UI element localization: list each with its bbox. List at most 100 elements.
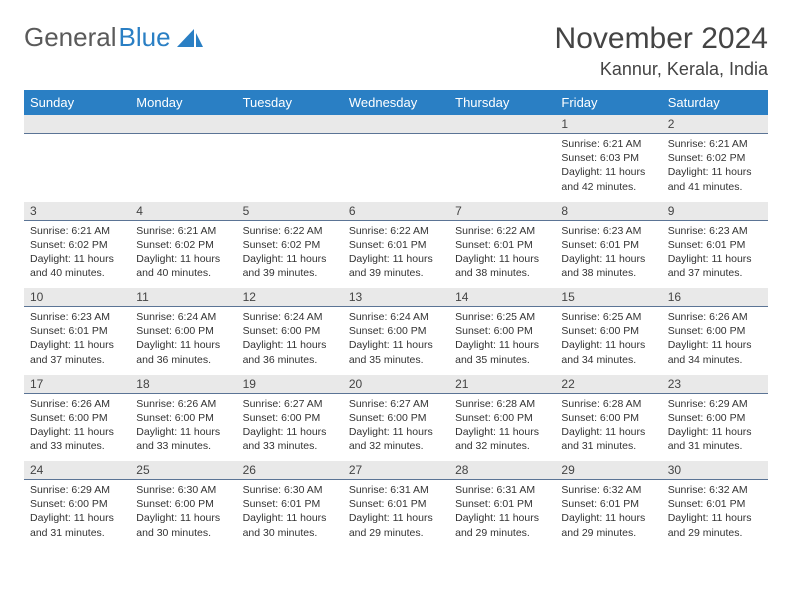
daylight-line: Daylight: 11 hours and 42 minutes. [561, 165, 655, 193]
sunset-line: Sunset: 6:00 PM [243, 411, 337, 425]
sunrise-line: Sunrise: 6:28 AM [455, 397, 549, 411]
sunset-line: Sunset: 6:00 PM [136, 411, 230, 425]
day-number-cell: 29 [555, 461, 661, 480]
sunrise-line: Sunrise: 6:22 AM [455, 224, 549, 238]
sunrise-line: Sunrise: 6:27 AM [349, 397, 443, 411]
day-content-cell: Sunrise: 6:28 AMSunset: 6:00 PMDaylight:… [449, 393, 555, 461]
daylight-line: Daylight: 11 hours and 35 minutes. [455, 338, 549, 366]
header: GeneralBlue November 2024 Kannur, Kerala… [24, 22, 768, 80]
day-content-row: Sunrise: 6:21 AMSunset: 6:02 PMDaylight:… [24, 220, 768, 288]
sunset-line: Sunset: 6:01 PM [668, 238, 762, 252]
day-number-cell: 21 [449, 375, 555, 394]
day-content-cell: Sunrise: 6:30 AMSunset: 6:00 PMDaylight:… [130, 480, 236, 548]
day-number-cell: 13 [343, 288, 449, 307]
sunset-line: Sunset: 6:01 PM [30, 324, 124, 338]
sunset-line: Sunset: 6:00 PM [349, 324, 443, 338]
sunrise-line: Sunrise: 6:24 AM [136, 310, 230, 324]
day-number-cell: 26 [237, 461, 343, 480]
day-content-cell: Sunrise: 6:24 AMSunset: 6:00 PMDaylight:… [130, 307, 236, 375]
daylight-line: Daylight: 11 hours and 34 minutes. [561, 338, 655, 366]
day-number-cell [343, 115, 449, 134]
day-content-cell: Sunrise: 6:29 AMSunset: 6:00 PMDaylight:… [662, 393, 768, 461]
sunrise-line: Sunrise: 6:31 AM [349, 483, 443, 497]
day-number-cell: 4 [130, 202, 236, 221]
daylight-line: Daylight: 11 hours and 37 minutes. [668, 252, 762, 280]
day-content-cell [24, 134, 130, 202]
day-number-cell: 27 [343, 461, 449, 480]
daynum-row: 3456789 [24, 202, 768, 221]
sunrise-line: Sunrise: 6:26 AM [136, 397, 230, 411]
sunset-line: Sunset: 6:02 PM [30, 238, 124, 252]
sunset-line: Sunset: 6:01 PM [455, 238, 549, 252]
sunrise-line: Sunrise: 6:28 AM [561, 397, 655, 411]
daylight-line: Daylight: 11 hours and 36 minutes. [136, 338, 230, 366]
daylight-line: Daylight: 11 hours and 31 minutes. [561, 425, 655, 453]
sunset-line: Sunset: 6:00 PM [243, 324, 337, 338]
day-content-cell [130, 134, 236, 202]
day-number-cell [237, 115, 343, 134]
day-content-row: Sunrise: 6:29 AMSunset: 6:00 PMDaylight:… [24, 480, 768, 548]
day-content-cell: Sunrise: 6:28 AMSunset: 6:00 PMDaylight:… [555, 393, 661, 461]
sunset-line: Sunset: 6:00 PM [561, 324, 655, 338]
sunrise-line: Sunrise: 6:32 AM [668, 483, 762, 497]
sunset-line: Sunset: 6:00 PM [30, 497, 124, 511]
brand-logo: GeneralBlue [24, 22, 203, 53]
day-number-cell: 8 [555, 202, 661, 221]
day-number-cell: 24 [24, 461, 130, 480]
daylight-line: Daylight: 11 hours and 32 minutes. [455, 425, 549, 453]
day-number-cell: 28 [449, 461, 555, 480]
sunset-line: Sunset: 6:00 PM [136, 497, 230, 511]
sunset-line: Sunset: 6:01 PM [349, 238, 443, 252]
calendar-head: Sunday Monday Tuesday Wednesday Thursday… [24, 90, 768, 115]
day-number-cell: 11 [130, 288, 236, 307]
sunset-line: Sunset: 6:01 PM [561, 238, 655, 252]
daylight-line: Daylight: 11 hours and 37 minutes. [30, 338, 124, 366]
sunset-line: Sunset: 6:01 PM [349, 497, 443, 511]
sunset-line: Sunset: 6:02 PM [668, 151, 762, 165]
sunrise-line: Sunrise: 6:31 AM [455, 483, 549, 497]
day-number-cell: 19 [237, 375, 343, 394]
day-number-cell: 14 [449, 288, 555, 307]
day-content-cell [449, 134, 555, 202]
day-content-cell: Sunrise: 6:23 AMSunset: 6:01 PMDaylight:… [24, 307, 130, 375]
daylight-line: Daylight: 11 hours and 33 minutes. [30, 425, 124, 453]
sunset-line: Sunset: 6:00 PM [668, 411, 762, 425]
sunset-line: Sunset: 6:02 PM [243, 238, 337, 252]
sunrise-line: Sunrise: 6:23 AM [30, 310, 124, 324]
day-content-row: Sunrise: 6:23 AMSunset: 6:01 PMDaylight:… [24, 307, 768, 375]
sunset-line: Sunset: 6:00 PM [668, 324, 762, 338]
sunrise-line: Sunrise: 6:27 AM [243, 397, 337, 411]
day-number-cell [130, 115, 236, 134]
day-content-cell: Sunrise: 6:24 AMSunset: 6:00 PMDaylight:… [343, 307, 449, 375]
day-content-cell: Sunrise: 6:21 AMSunset: 6:02 PMDaylight:… [130, 220, 236, 288]
daynum-row: 12 [24, 115, 768, 134]
sunset-line: Sunset: 6:00 PM [136, 324, 230, 338]
sunrise-line: Sunrise: 6:30 AM [243, 483, 337, 497]
day-content-cell: Sunrise: 6:31 AMSunset: 6:01 PMDaylight:… [343, 480, 449, 548]
sunrise-line: Sunrise: 6:29 AM [668, 397, 762, 411]
day-content-cell: Sunrise: 6:22 AMSunset: 6:01 PMDaylight:… [343, 220, 449, 288]
day-content-cell: Sunrise: 6:26 AMSunset: 6:00 PMDaylight:… [130, 393, 236, 461]
daylight-line: Daylight: 11 hours and 38 minutes. [561, 252, 655, 280]
day-number-cell: 30 [662, 461, 768, 480]
daylight-line: Daylight: 11 hours and 29 minutes. [349, 511, 443, 539]
page: GeneralBlue November 2024 Kannur, Kerala… [0, 0, 792, 568]
day-content-cell: Sunrise: 6:23 AMSunset: 6:01 PMDaylight:… [662, 220, 768, 288]
day-number-cell: 1 [555, 115, 661, 134]
daylight-line: Daylight: 11 hours and 39 minutes. [349, 252, 443, 280]
day-content-cell: Sunrise: 6:27 AMSunset: 6:00 PMDaylight:… [237, 393, 343, 461]
daylight-line: Daylight: 11 hours and 40 minutes. [30, 252, 124, 280]
day-content-cell: Sunrise: 6:21 AMSunset: 6:02 PMDaylight:… [662, 134, 768, 202]
weekday-header: Friday [555, 90, 661, 115]
sunset-line: Sunset: 6:01 PM [668, 497, 762, 511]
sunset-line: Sunset: 6:01 PM [561, 497, 655, 511]
day-number-cell: 22 [555, 375, 661, 394]
day-number-cell: 9 [662, 202, 768, 221]
daylight-line: Daylight: 11 hours and 29 minutes. [561, 511, 655, 539]
sunrise-line: Sunrise: 6:21 AM [668, 137, 762, 151]
day-number-cell: 17 [24, 375, 130, 394]
daylight-line: Daylight: 11 hours and 39 minutes. [243, 252, 337, 280]
day-content-cell: Sunrise: 6:22 AMSunset: 6:02 PMDaylight:… [237, 220, 343, 288]
daynum-row: 24252627282930 [24, 461, 768, 480]
day-number-cell: 12 [237, 288, 343, 307]
